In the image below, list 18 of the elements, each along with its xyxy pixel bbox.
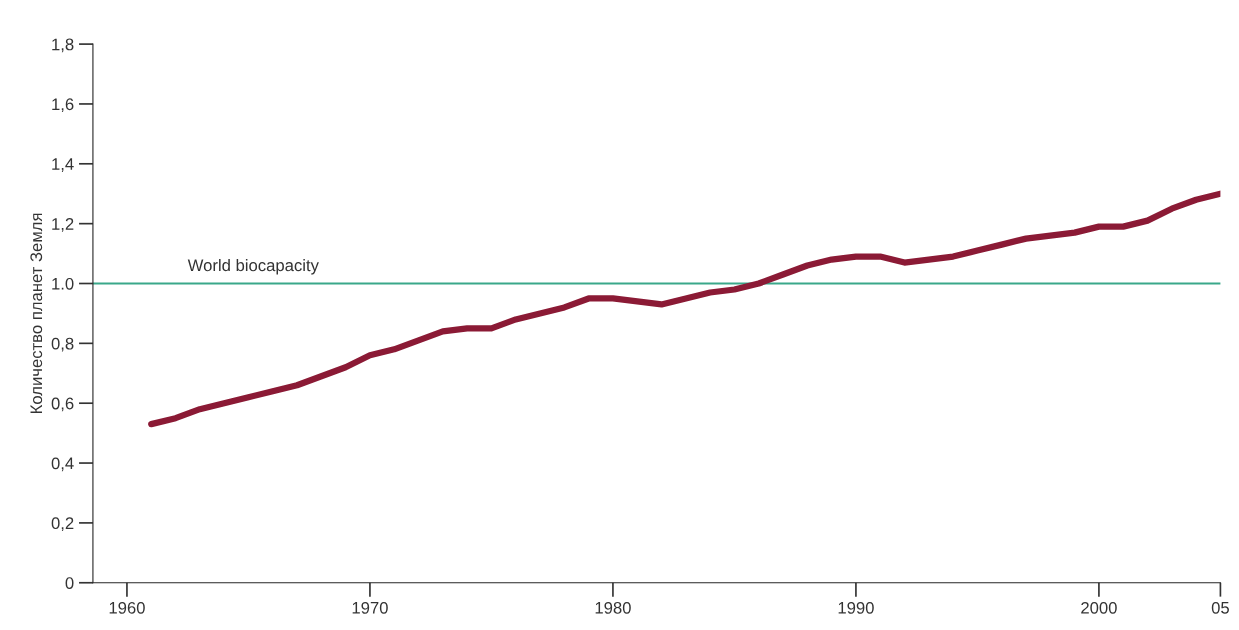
x-tick-label: 1970	[352, 601, 388, 614]
y-tick-label: 0,8	[51, 337, 74, 352]
y-tick-label: 0,2	[51, 517, 74, 532]
x-tick-label: 1990	[838, 601, 874, 614]
y-tick-label: 0,6	[51, 397, 74, 412]
y-axis-title: Количество планет Земля	[30, 213, 43, 413]
y-tick-label: 1,2	[52, 218, 74, 232]
x-tick-label: 1980	[595, 601, 631, 614]
y-tick-label: 0,4	[51, 457, 74, 472]
y-tick-label: 0	[65, 577, 74, 589]
x-tick-label: 1960	[109, 601, 145, 614]
ref-line-label: World biocapacity	[187, 258, 319, 275]
y-tick-label: 1,6	[52, 98, 74, 113]
y-tick-label: 1.0	[52, 277, 74, 290]
y-tick-label: 1,8	[52, 38, 74, 53]
x-tick-label: 2000	[1081, 601, 1117, 614]
x-tick-label: 05	[1211, 601, 1229, 614]
y-tick-label: 1,4	[52, 158, 74, 172]
